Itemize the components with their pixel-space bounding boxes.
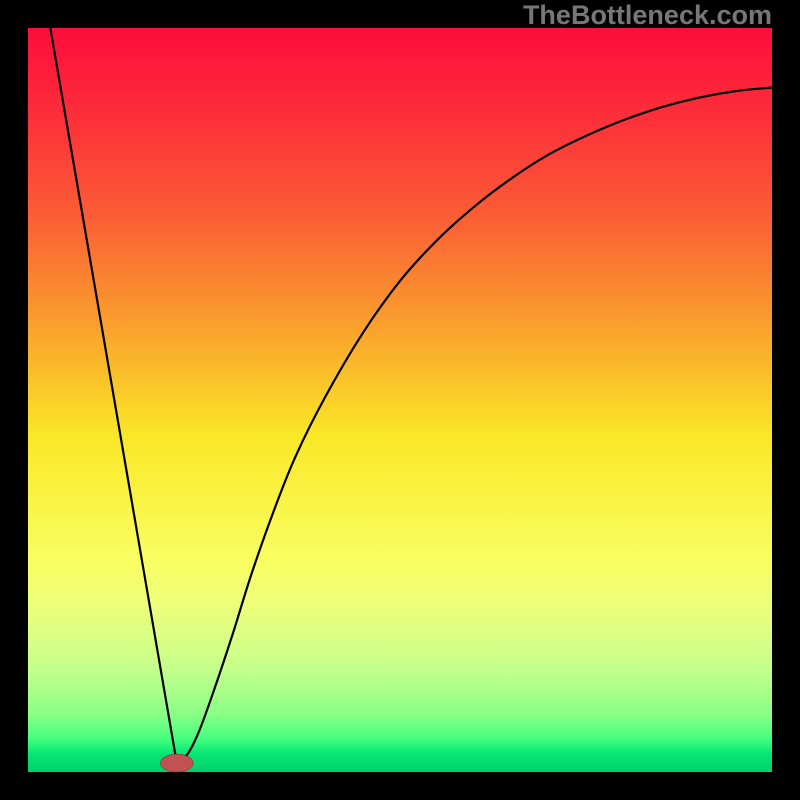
plot-background (28, 28, 772, 772)
minimum-marker (160, 754, 193, 772)
watermark-text: TheBottleneck.com (523, 0, 772, 29)
chart-svg (0, 0, 800, 800)
